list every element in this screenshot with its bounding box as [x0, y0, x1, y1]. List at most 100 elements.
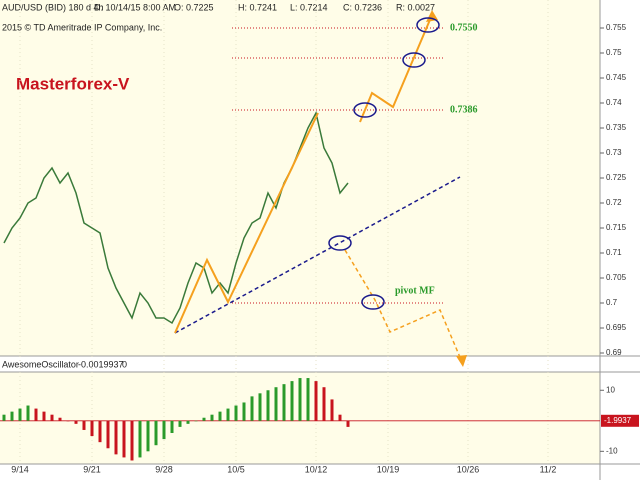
- header-field: AUD/USD (BID) 180 d 4h: [2, 2, 104, 12]
- x-tick-label: 10/19: [377, 464, 400, 474]
- header-field: O: 0.7225: [174, 2, 214, 12]
- arrow-head: [456, 355, 467, 367]
- ellipse: [361, 294, 385, 310]
- wave-line: [174, 112, 319, 334]
- x-tick-label: 10/5: [227, 464, 245, 474]
- annotations: [174, 10, 467, 367]
- header: AUD/USD (BID) 180 d 4hD: 10/14/15 8:00 A…: [2, 2, 435, 12]
- oscillator-bar: [330, 399, 334, 421]
- oscillator-bar: [274, 387, 278, 421]
- oscillator-bar: [114, 420, 118, 455]
- oscillator-zero: 0: [122, 359, 127, 369]
- y-tick-label: 0.715: [606, 223, 627, 232]
- oscillator-bar: [130, 420, 134, 461]
- oscillator-bar: [18, 408, 22, 421]
- oscillator-bar: [346, 420, 350, 427]
- x-tick-label: 10/12: [305, 464, 328, 474]
- projection-up: [359, 14, 433, 123]
- y-tick-label: 0.75: [606, 48, 622, 57]
- oscillator-bar: [266, 390, 270, 421]
- oscillator-bar: [242, 402, 246, 421]
- oscillator-bar: [154, 420, 158, 446]
- y-tick-label: 0.73: [606, 148, 622, 157]
- oscillator-bar: [226, 408, 230, 421]
- oscillator-bar: [298, 378, 302, 421]
- y-tick-label: 0.705: [606, 273, 627, 282]
- oscillator-bar: [74, 420, 78, 424]
- oscillator-bar: [162, 420, 166, 440]
- oscillator-bar: [322, 387, 326, 421]
- current-value-box: [601, 414, 639, 427]
- price-panel: [0, 0, 600, 356]
- oscillator-last: -0.0019937: [78, 359, 124, 369]
- ellipse: [353, 102, 377, 118]
- oscillator-bar: [98, 420, 102, 443]
- oscillator-bar: [258, 393, 262, 421]
- ellipse: [328, 235, 352, 251]
- oscillator-bar: [106, 420, 110, 449]
- oscillator-bar: [26, 405, 30, 421]
- y-tick-label: 0.745: [606, 73, 627, 82]
- y-tick-label: 0.71: [606, 248, 622, 257]
- y-tick-label: -10: [606, 446, 618, 455]
- oscillator-bar: [42, 411, 46, 421]
- x-tick-label: 11/2: [540, 464, 557, 474]
- oscillator-bar: [82, 420, 86, 430]
- oscillator-bar: [90, 420, 94, 437]
- header-field: L: 0.7214: [290, 2, 328, 12]
- oscillator-bar: [34, 408, 38, 421]
- oscillator-bar: [50, 414, 54, 421]
- oscillator-bar: [306, 378, 310, 421]
- projection-down: [344, 249, 463, 363]
- oscillator-bar: [234, 405, 238, 421]
- y-tick-label: 0.755: [606, 23, 627, 32]
- copyright: 2015 © TD Ameritrade IP Company, Inc.: [2, 22, 162, 32]
- x-tick-label: 10/26: [457, 464, 480, 474]
- oscillator-bar: [2, 414, 6, 421]
- y-tick-label: 0.72: [606, 198, 622, 207]
- oscillator-bar: [338, 414, 342, 421]
- level-label: 0.7386: [450, 104, 478, 115]
- level-label: pivot MF: [395, 285, 435, 296]
- oscillator-bar: [178, 420, 182, 427]
- header-field: C: 0.7236: [343, 2, 382, 12]
- ellipse: [416, 17, 440, 33]
- y-tick-label: 0.69: [606, 348, 622, 357]
- chart-title: Masterforex-V: [16, 74, 130, 93]
- y-tick-label: 10: [606, 385, 615, 394]
- y-tick-label: 0.725: [606, 173, 627, 182]
- header-field: H: 0.7241: [238, 2, 277, 12]
- x-tick-label: 9/21: [83, 464, 101, 474]
- header-field: R: 0.0027: [396, 2, 435, 12]
- oscillator-bar: [314, 381, 318, 421]
- oscillator-bar: [58, 417, 62, 421]
- oscillator-bar: [202, 417, 206, 421]
- y-tick-label: 0.74: [606, 98, 622, 107]
- oscillator-bar: [194, 420, 198, 422]
- trend-line: [174, 176, 461, 334]
- oscillator-bar: [218, 411, 222, 421]
- oscillator-bar: [210, 414, 214, 421]
- oscillator-bar: [122, 420, 126, 458]
- oscillator-bar: [250, 396, 254, 421]
- oscillator-bar: [138, 420, 142, 458]
- oscillator-bar: [282, 384, 286, 421]
- oscillator-name: AwesomeOscillator: [2, 359, 79, 369]
- y-tick-label: 0.735: [606, 123, 627, 132]
- header-field: D: 10/14/15 8:00 AM: [94, 2, 176, 12]
- oscillator-bar: [146, 420, 150, 452]
- y-tick-label: 0.7: [606, 298, 618, 307]
- level-label: 0.7550: [450, 22, 478, 33]
- oscillator-bar: [170, 420, 174, 433]
- y-tick-label: 0.695: [606, 323, 627, 332]
- ellipse: [402, 52, 426, 68]
- x-tick-label: 9/28: [155, 464, 173, 474]
- current-value: -1.9937: [604, 416, 632, 425]
- oscillator-bar: [290, 381, 294, 421]
- oscillator-bar: [66, 420, 70, 422]
- oscillator-bar: [10, 411, 14, 421]
- oscillator-bar: [186, 420, 190, 424]
